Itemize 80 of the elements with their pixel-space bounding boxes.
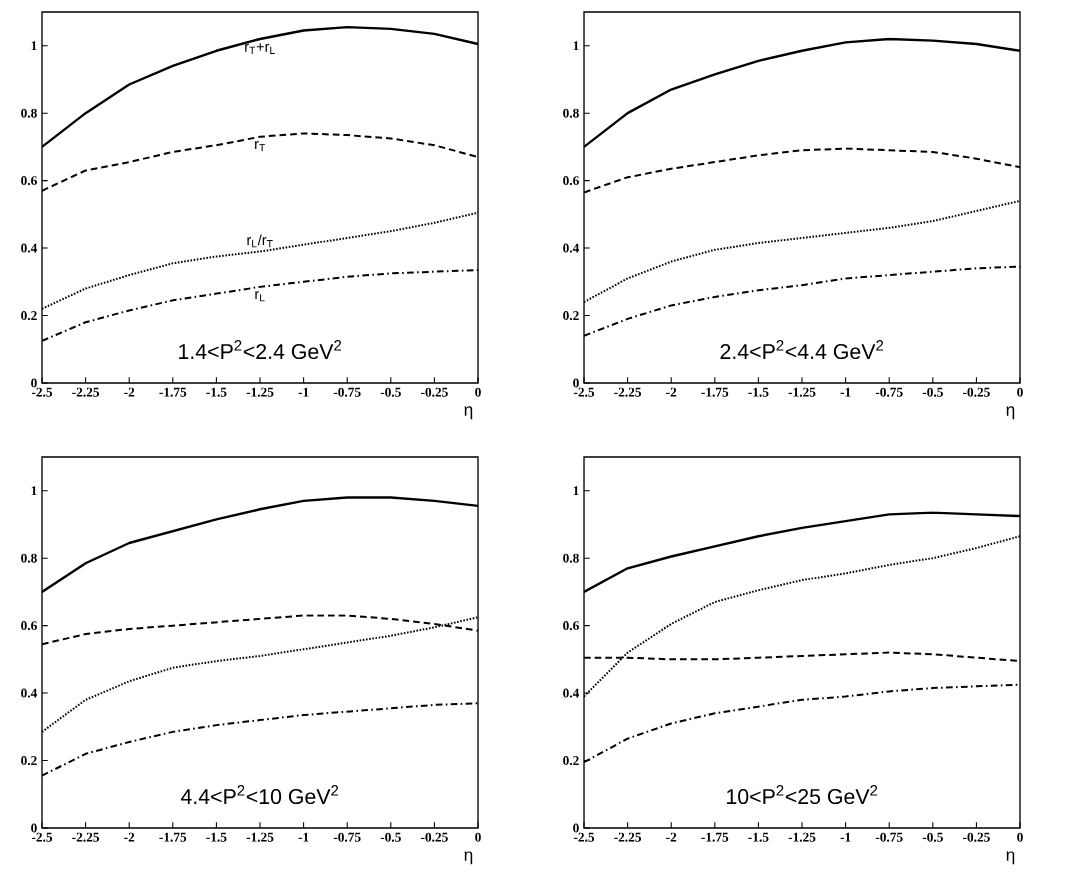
series-label: r$_{T}$+r$_{L}$ — [245, 43, 275, 54]
y-tick-label: 1 — [31, 486, 37, 496]
y-tick-label: 0 — [573, 378, 579, 388]
x-tick-label: -1.5 — [206, 832, 227, 842]
x-tick-label: -2.5 — [31, 387, 53, 397]
x-tick-label: -0.5 — [922, 387, 943, 397]
y-tick-label: 0.8 — [21, 553, 37, 563]
x-tick-label: -0.75 — [333, 832, 361, 842]
x-tick-label: -2 — [666, 387, 677, 397]
y-tick-label: 0.2 — [563, 311, 579, 321]
y-tick-label: 0.2 — [21, 311, 37, 321]
x-tick-label: -2 — [666, 832, 677, 842]
x-tick-label: 0 — [475, 832, 481, 842]
y-tick-label: 0 — [31, 378, 37, 388]
x-tick-label: -1.75 — [159, 387, 187, 397]
x-tick-label: -1.5 — [206, 387, 227, 397]
annotation: 1.4<P$^{2}$<2.4 GeV$^{2}$ — [179, 340, 342, 360]
x-tick-label: -0.25 — [963, 832, 990, 842]
x-tick-label: -0.75 — [333, 387, 361, 397]
x-axis-title: η — [464, 851, 473, 865]
annotation: 2.4<P$^{2}$<4.4 GeV$^{2}$ — [720, 340, 884, 360]
x-tick-label: -1 — [840, 387, 851, 397]
x-tick-label: -2.25 — [72, 387, 100, 397]
x-tick-label: -1.25 — [788, 832, 816, 842]
x-tick-label: -1.75 — [701, 387, 729, 397]
x-tick-label: -2.25 — [614, 387, 642, 397]
x-tick-label: -1 — [298, 387, 309, 397]
y-tick-label: 0.4 — [563, 243, 580, 253]
x-axis-title: η — [1006, 406, 1015, 420]
y-tick-label: 1 — [573, 486, 579, 496]
x-tick-label: -0.5 — [922, 832, 943, 842]
series-label: r$_{L}$/r$_{T}$ — [247, 234, 273, 248]
x-tick-label: -1.5 — [748, 387, 769, 397]
x-tick-label: -0.5 — [380, 832, 401, 842]
x-tick-label: -0.75 — [875, 387, 903, 397]
x-tick-label: 0 — [1017, 832, 1023, 842]
x-tick-label: -0.25 — [421, 832, 448, 842]
y-tick-label: 1 — [573, 41, 579, 51]
x-tick-label: -0.75 — [875, 832, 903, 842]
x-tick-label: 0 — [1017, 387, 1023, 397]
x-axis-title: η — [1006, 851, 1015, 865]
x-tick-label: -2 — [124, 832, 135, 842]
annotation: 4.4<P$^{2}$<10 GeV$^{2}$ — [180, 785, 339, 805]
x-tick-label: -0.5 — [380, 387, 401, 397]
x-tick-label: -0.25 — [963, 387, 990, 397]
y-tick-label: 0.6 — [21, 176, 37, 186]
y-tick-label: 0.8 — [563, 108, 579, 118]
y-tick-label: 0.6 — [563, 621, 579, 631]
x-tick-label: 0 — [475, 387, 481, 397]
y-tick-label: 0.8 — [21, 108, 37, 118]
series-label: r$_{T}$ — [255, 141, 266, 152]
x-tick-label: -1 — [298, 832, 309, 842]
series-label: r$_{L}$ — [255, 291, 265, 302]
annotation: 10<P$^{2}$<25 GeV$^{2}$ — [727, 785, 878, 805]
x-tick-label: -2.5 — [573, 832, 595, 842]
y-tick-label: 0 — [31, 823, 37, 833]
x-tick-label: -1.5 — [748, 832, 769, 842]
x-tick-label: -2.5 — [31, 832, 53, 842]
x-tick-label: -1.25 — [246, 387, 274, 397]
y-tick-label: 0.6 — [21, 621, 37, 631]
y-tick-label: 0.8 — [563, 553, 579, 563]
y-tick-label: 0.4 — [21, 243, 38, 253]
y-tick-label: 0 — [573, 823, 579, 833]
y-tick-label: 0.2 — [563, 756, 579, 766]
x-tick-label: -1 — [840, 832, 851, 842]
y-tick-label: 0.4 — [21, 688, 38, 698]
y-tick-label: 0.2 — [21, 756, 37, 766]
x-tick-label: -2.25 — [614, 832, 642, 842]
y-tick-label: 1 — [31, 41, 37, 51]
x-tick-label: -2 — [124, 387, 135, 397]
x-tick-label: -2.5 — [573, 387, 595, 397]
x-tick-label: -0.25 — [421, 387, 448, 397]
y-tick-label: 0.4 — [563, 688, 580, 698]
x-tick-label: -1.25 — [246, 832, 274, 842]
x-tick-label: -2.25 — [72, 832, 100, 842]
x-tick-label: -1.25 — [788, 387, 816, 397]
x-axis-title: η — [464, 406, 473, 420]
x-tick-label: -1.75 — [701, 832, 729, 842]
x-tick-label: -1.75 — [159, 832, 187, 842]
y-tick-label: 0.6 — [563, 176, 579, 186]
